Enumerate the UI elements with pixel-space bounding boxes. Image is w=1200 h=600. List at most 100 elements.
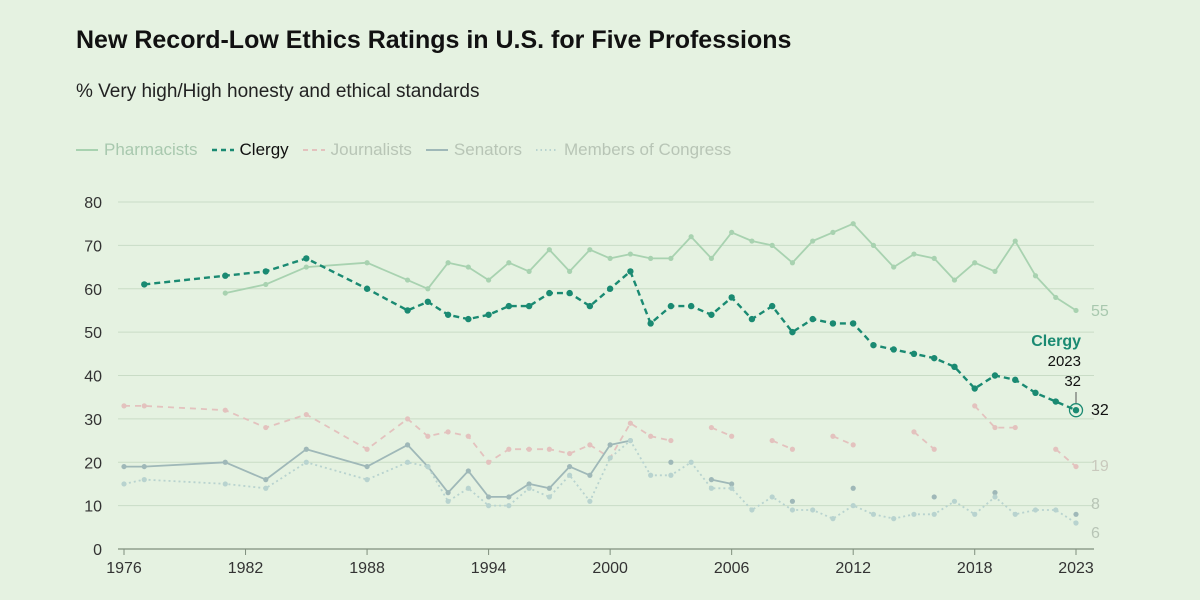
chart-subtitle: % Very high/High honesty and ethical sta… — [76, 81, 480, 102]
grid-lines — [118, 201, 1094, 555]
point-congress-2022 — [1053, 507, 1059, 513]
point-clergy-2020 — [1012, 376, 1019, 384]
legend-item-journalists[interactable]: Journalists — [302, 140, 412, 160]
series-journalists — [121, 403, 1079, 470]
point-journalists-1990 — [404, 416, 411, 422]
point-pharmacists-1994 — [485, 277, 492, 283]
series-clergy — [141, 255, 1080, 414]
point-journalists-2006 — [729, 433, 735, 439]
point-pharmacists-1983 — [263, 281, 269, 288]
point-senators-1977 — [141, 463, 147, 470]
legend-label-congress: Members of Congress — [563, 140, 732, 159]
point-senators-2009 — [789, 498, 796, 504]
point-clergy-2019 — [991, 372, 999, 379]
point-congress-1992 — [445, 498, 451, 504]
point-journalists-2020 — [1012, 424, 1018, 431]
point-congress-2006 — [729, 485, 735, 491]
point-congress-1976 — [121, 481, 127, 487]
end-label-senators: 8 — [1091, 496, 1100, 513]
series-pharmacists — [222, 221, 1079, 314]
point-senators-2012 — [850, 485, 856, 491]
point-clergy-2015 — [910, 350, 918, 358]
point-pharmacists-1997 — [546, 247, 552, 253]
point-clergy-1996 — [525, 302, 533, 310]
point-clergy-2016 — [931, 354, 938, 362]
point-congress-1977 — [141, 477, 147, 483]
point-journalists-2009 — [789, 446, 796, 452]
point-clergy-1995 — [505, 302, 513, 310]
series-senators — [121, 437, 1079, 517]
legend-swatch-congress — [535, 149, 558, 151]
point-clergy-1990 — [404, 307, 411, 314]
y-tick-label-30: 30 — [84, 412, 102, 429]
point-clergy-2003 — [667, 302, 675, 310]
point-clergy-2017 — [951, 363, 958, 371]
point-senators-1999 — [587, 472, 593, 478]
series-congress — [121, 437, 1079, 526]
point-pharmacists-1995 — [506, 260, 512, 266]
point-senators-2016 — [931, 494, 937, 500]
point-pharmacists-1985 — [303, 264, 309, 270]
point-pharmacists-1991 — [425, 286, 431, 292]
point-senators-2000 — [607, 442, 613, 448]
legend-item-clergy[interactable]: Clergy — [211, 140, 289, 160]
point-congress-2021 — [1032, 507, 1039, 513]
point-pharmacists-2008 — [769, 242, 775, 248]
point-senators-1992 — [445, 490, 451, 496]
point-clergy-2013 — [870, 341, 877, 349]
point-clergy-1988 — [363, 285, 371, 292]
point-congress-2009 — [789, 507, 796, 513]
point-journalists-1981 — [222, 407, 228, 413]
x-tick-label-1976: 1976 — [106, 560, 142, 577]
point-senators-1996 — [526, 481, 532, 487]
point-clergy-2018 — [971, 385, 978, 392]
axis-labels: 0 10 20 30 40 50 60 70 80 1976 1982 1988 1994 2000 200… — [84, 195, 1109, 577]
legend-swatch-pharmacists — [76, 149, 98, 151]
point-congress-1993 — [465, 485, 471, 491]
point-clergy-2004 — [687, 302, 695, 310]
point-journalists-1983 — [263, 424, 269, 431]
series-line-journalists-1 — [711, 426, 733, 438]
point-journalists-1995 — [506, 446, 512, 452]
point-journalists-1991 — [425, 433, 431, 439]
point-pharmacists-1999 — [587, 247, 593, 253]
point-clergy-2014 — [890, 346, 897, 353]
point-senators-1981 — [222, 459, 228, 465]
point-pharmacists-2000 — [607, 255, 613, 261]
legend-label-clergy: Clergy — [239, 140, 289, 159]
point-congress-2003 — [668, 472, 674, 478]
chart-legend: Pharmacists Clergy Journalists Senators … — [76, 140, 731, 160]
series-line-journalists-3 — [832, 435, 854, 446]
point-congress-2019 — [992, 494, 998, 500]
x-tick-label-2018: 2018 — [957, 560, 993, 577]
point-congress-2018 — [972, 511, 978, 517]
point-congress-1990 — [404, 459, 411, 465]
legend-item-pharmacists[interactable]: Pharmacists — [76, 140, 198, 160]
point-pharmacists-2009 — [789, 260, 796, 266]
point-journalists-2002 — [648, 433, 654, 439]
legend-item-congress[interactable]: Members of Congress — [535, 140, 732, 160]
point-congress-1999 — [587, 498, 593, 504]
series-line-pharmacists-0 — [225, 222, 1077, 312]
point-clergy-2011 — [829, 320, 837, 327]
point-clergy-1992 — [444, 311, 452, 318]
series-lines — [121, 221, 1080, 526]
legend-item-senators[interactable]: Senators — [425, 140, 522, 160]
point-congress-2020 — [1012, 511, 1018, 517]
point-pharmacists-2010 — [810, 238, 816, 244]
point-senators-2003 — [668, 459, 674, 465]
point-pharmacists-2003 — [668, 255, 674, 261]
point-pharmacists-1981 — [222, 290, 228, 296]
point-congress-2013 — [870, 511, 877, 517]
annotation-year: 2023 — [1048, 353, 1081, 370]
y-tick-label-50: 50 — [84, 325, 102, 342]
point-journalists-2022 — [1053, 446, 1059, 452]
point-journalists-1977 — [141, 403, 147, 409]
point-congress-2005 — [708, 485, 715, 491]
legend-swatch-journalists — [302, 149, 325, 151]
point-congress-2004 — [688, 459, 694, 465]
legend-swatch-clergy — [211, 148, 234, 152]
point-journalists-2023 — [1073, 463, 1079, 470]
x-tick-label-1994: 1994 — [471, 560, 507, 577]
